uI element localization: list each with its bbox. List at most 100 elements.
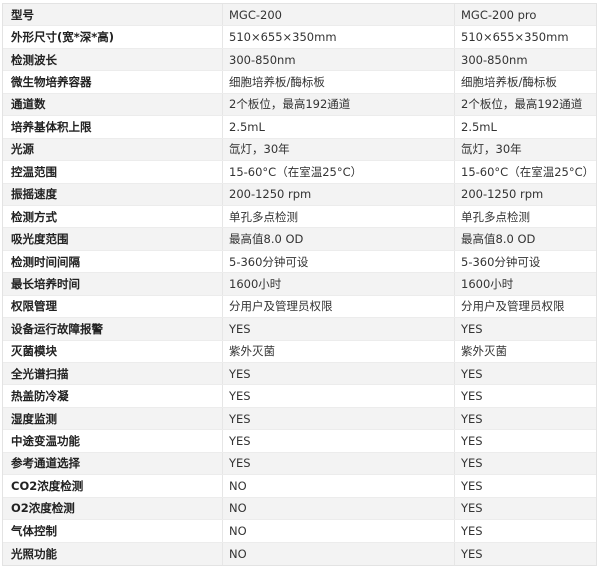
table-row: 检测方式 单孔多点检测 单孔多点检测 (3, 205, 596, 229)
mgc-200-value: NO (223, 475, 455, 497)
mgc-200-value: 细胞培养板/酶标板 (223, 71, 455, 93)
table-row: 光照功能 NO YES (3, 542, 596, 565)
mgc-200-value: MGC-200 (223, 4, 455, 26)
table-row: 中途变温功能 YES YES (3, 430, 596, 453)
spec-name: O2浓度检测 (3, 497, 223, 520)
spec-name: 通道数 (3, 93, 223, 116)
table-row: 最长培养时间 1600小时 1600小时 (3, 273, 596, 296)
table-row: 全光谱扫描 YES YES (3, 363, 596, 386)
table-row: 通道数 2个板位，最高192通道 2个板位，最高192通道 (3, 93, 596, 117)
mgc-200-pro-value: 5-360分钟可设 (461, 254, 541, 269)
mgc-200-pro-value: YES (461, 321, 483, 336)
spec-name: 控温范围 (3, 161, 223, 183)
spec-name: 培养基体积上限 (3, 116, 223, 138)
mgc-200-pro-value: 2.5mL (461, 119, 497, 134)
mgc-200-value: 300-850nm (223, 48, 455, 71)
mgc-200-value: 200-1250 rpm (223, 183, 455, 205)
mgc-200-value: 2.5mL (223, 116, 455, 138)
mgc-200-value: 1600小时 (223, 273, 455, 295)
table-row: 湿度监测 YES YES (3, 407, 596, 431)
table-row: 权限管理 分用户及管理员权限 分用户及管理员权限 (3, 295, 596, 319)
mgc-200-pro-value: 300-850nm (461, 52, 528, 67)
mgc-200-value: 分用户及管理员权限 (223, 295, 455, 318)
table-row: 热盖防冷凝 YES YES (3, 385, 596, 408)
spec-name: 振摇速度 (3, 183, 223, 205)
mgc-200-value: 5-360分钟可设 (223, 250, 455, 273)
mgc-200-pro-value: 200-1250 rpm (461, 187, 544, 202)
spec-name: CO2浓度检测 (3, 475, 223, 497)
spec-name: 外形尺寸(宽*深*高) (3, 26, 223, 48)
mgc-200-value: NO (223, 520, 455, 542)
spec-name: 热盖防冷凝 (3, 385, 223, 407)
table-row: 灭菌模块 紫外灭菌 紫外灭菌 (3, 340, 596, 363)
spec-name: 参考通道选择 (3, 452, 223, 475)
spec-name: 中途变温功能 (3, 430, 223, 452)
mgc-200-value: YES (223, 318, 455, 340)
mgc-200-pro-value: 510×655×350mm (461, 30, 569, 45)
spec-name: 气体控制 (3, 520, 223, 542)
mgc-200-value: 15-60°C（在室温25°C） (223, 161, 455, 183)
spec-name: 权限管理 (3, 295, 223, 318)
mgc-200-pro-value: YES (461, 478, 483, 493)
mgc-200-pro-value: 细胞培养板/酶标板 (461, 75, 557, 90)
spec-name: 微生物培养容器 (3, 71, 223, 93)
spec-name: 光源 (3, 138, 223, 161)
mgc-200-pro-value: 最高值8.0 OD (461, 232, 536, 247)
spec-name: 全光谱扫描 (3, 363, 223, 385)
table-row: 培养基体积上限 2.5mL 2.5mL (3, 116, 596, 139)
table-row: 设备运行故障报警 YES YES (3, 318, 596, 341)
table-row: O2浓度检测 NO YES (3, 497, 596, 521)
spec-name: 最长培养时间 (3, 273, 223, 295)
mgc-200-pro-value: 单孔多点检测 (461, 209, 530, 224)
spec-name: 检测时间间隔 (3, 250, 223, 273)
mgc-200-pro-value: YES (461, 546, 483, 561)
mgc-200-pro-value: 2个板位，最高192通道 (461, 97, 583, 112)
mgc-200-pro-value: YES (461, 366, 483, 381)
mgc-200-pro-value: 15-60°C（在室温25°C） (461, 164, 595, 179)
spec-name: 光照功能 (3, 542, 223, 565)
mgc-200-value: 最高值8.0 OD (223, 228, 455, 250)
table-row: 振摇速度 200-1250 rpm 200-1250 rpm (3, 183, 596, 206)
spec-name: 设备运行故障报警 (3, 318, 223, 340)
table-row: CO2浓度检测 NO YES (3, 475, 596, 498)
mgc-200-pro-value: YES (461, 456, 483, 471)
mgc-200-pro-value: 分用户及管理员权限 (461, 299, 565, 314)
mgc-200-value: YES (223, 407, 455, 430)
mgc-200-value: 紫外灭菌 (223, 340, 455, 362)
mgc-200-pro-value: 紫外灭菌 (461, 344, 507, 359)
spec-name: 灭菌模块 (3, 340, 223, 362)
table-row: 气体控制 NO YES (3, 520, 596, 543)
mgc-200-value: YES (223, 452, 455, 475)
mgc-200-value: YES (223, 385, 455, 407)
mgc-200-pro-value: 氙灯，30年 (461, 142, 522, 157)
mgc-200-pro-value: YES (461, 523, 483, 538)
spec-name: 检测方式 (3, 205, 223, 228)
mgc-200-value: YES (223, 363, 455, 385)
mgc-200-pro-value: YES (461, 389, 483, 404)
mgc-200-value: NO (223, 497, 455, 520)
table-row: 检测时间间隔 5-360分钟可设 5-360分钟可设 (3, 250, 596, 274)
mgc-200-pro-value: YES (461, 434, 483, 449)
spec-name: 型号 (3, 4, 223, 26)
mgc-200-pro-value: MGC-200 pro (461, 7, 537, 22)
mgc-200-value: NO (223, 542, 455, 565)
mgc-200-value: 2个板位，最高192通道 (223, 93, 455, 116)
spec-table: 型号 MGC-200 MGC-200 pro 外形尺寸(宽*深*高) 510×655×3… (2, 3, 597, 566)
mgc-200-value: YES (223, 430, 455, 452)
mgc-200-pro-value: 1600小时 (461, 276, 514, 291)
mgc-200-pro-value: YES (461, 411, 483, 426)
table-row: 吸光度范围 最高值8.0 OD 最高值8.0 OD (3, 228, 596, 251)
table-row: 检测波长 300-850nm 300-850nm (3, 48, 596, 72)
table-row: 外形尺寸(宽*深*高) 510×655×350mm 510×655×350mm (3, 26, 596, 49)
table-row: 光源 氙灯，30年 氙灯，30年 (3, 138, 596, 162)
mgc-200-value: 510×655×350mm (223, 26, 455, 48)
table-row: 型号 MGC-200 MGC-200 pro (3, 4, 596, 27)
table-row: 参考通道选择 YES YES (3, 452, 596, 476)
table-row: 控温范围 15-60°C（在室温25°C） 15-60°C（在室温25°C） (3, 161, 596, 184)
table-row: 微生物培养容器 细胞培养板/酶标板 细胞培养板/酶标板 (3, 71, 596, 94)
mgc-200-pro-value: YES (461, 501, 483, 516)
spec-name: 检测波长 (3, 48, 223, 71)
spec-name: 湿度监测 (3, 407, 223, 430)
spec-name: 吸光度范围 (3, 228, 223, 250)
